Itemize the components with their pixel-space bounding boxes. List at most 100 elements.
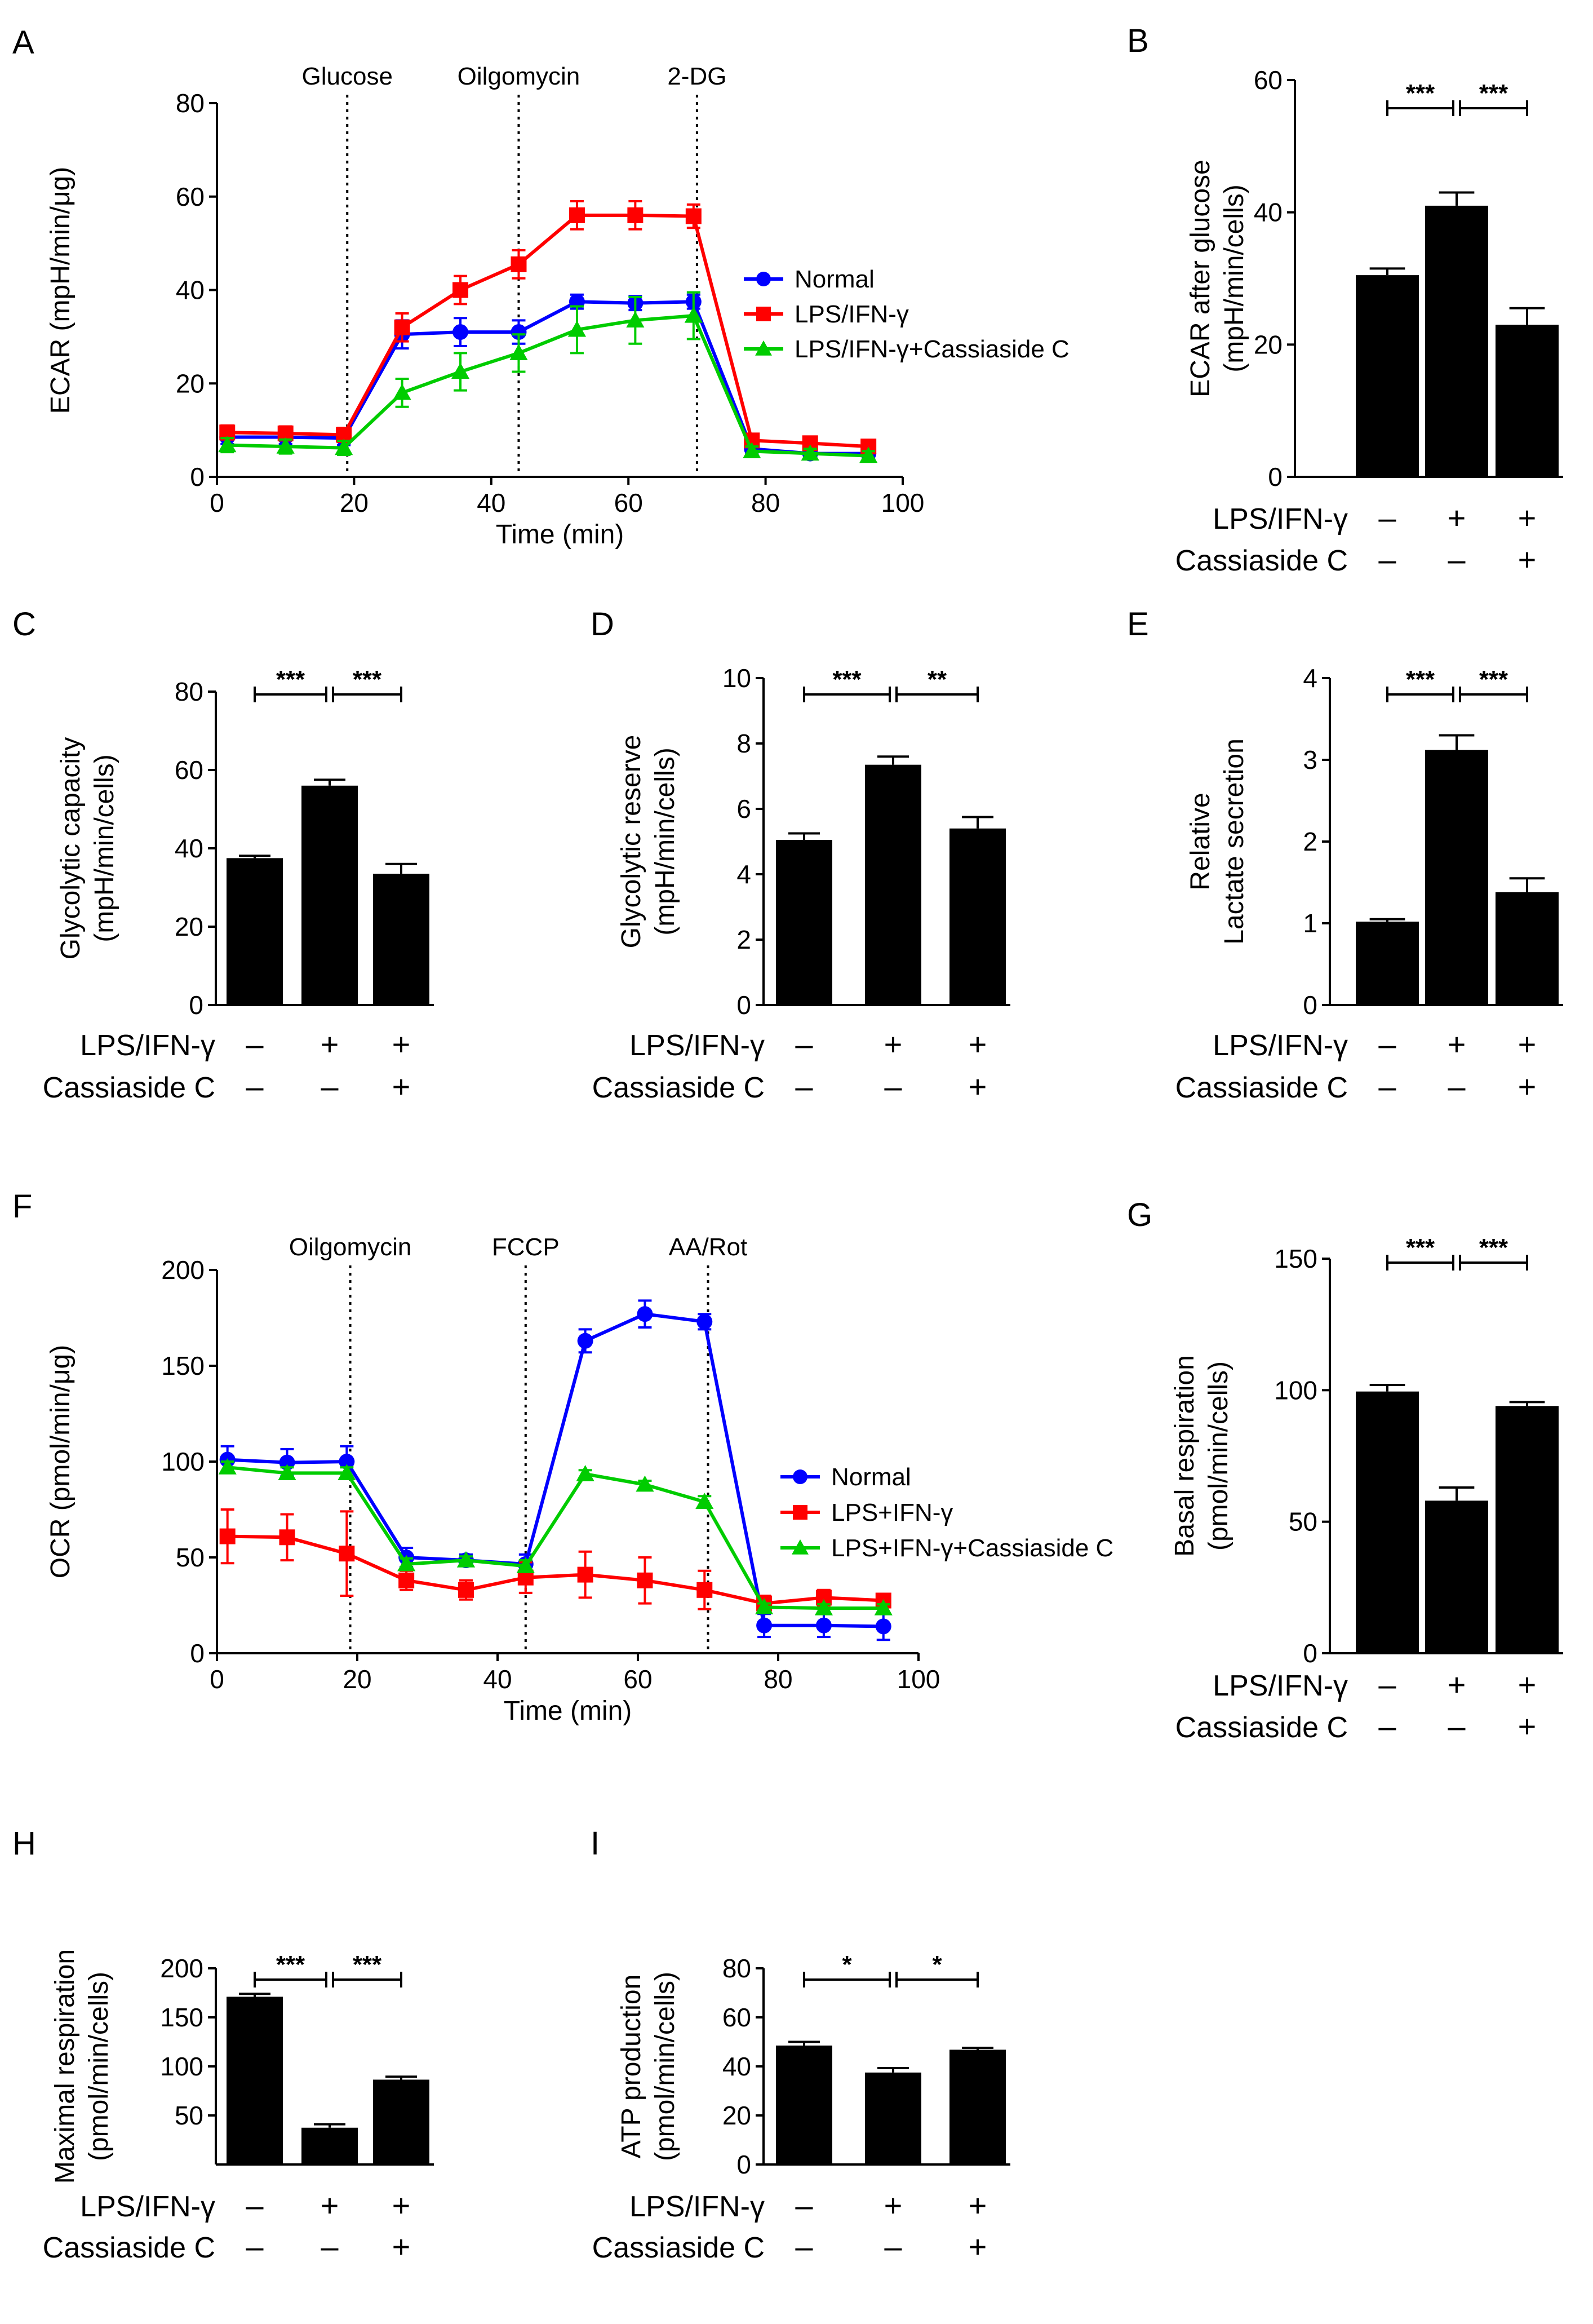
y-tick-label: 10 — [722, 663, 751, 693]
data-point — [218, 1458, 237, 1475]
panel-letter: D — [591, 606, 614, 643]
condition-label: Cassiaside C — [1175, 545, 1348, 577]
y-axis-title: Glycolytic capacity (mpH/min/cells) — [56, 737, 119, 960]
y-tick-label: 0 — [1268, 462, 1283, 492]
data-point — [279, 1529, 295, 1546]
data-point — [859, 446, 878, 463]
panel-letter: B — [1127, 23, 1149, 59]
y-axis-title: ECAR after glucose (mpH/min/cells) — [1186, 160, 1249, 397]
data-point — [637, 1306, 653, 1322]
condition-label: Cassiaside C — [592, 1072, 765, 1104]
y-axis-title-line1: Glycolytic capacity — [56, 737, 86, 960]
y-axis-title-line1: ATP production — [616, 1975, 646, 2158]
condition-sign: + — [1518, 1069, 1537, 1104]
y-axis-title-line2: (mpH/min/cells) — [650, 747, 680, 935]
legend-marker — [755, 340, 772, 356]
event-label: Oilgomycin — [458, 63, 580, 90]
data-point — [339, 1546, 355, 1562]
panel-letter: A — [12, 24, 34, 61]
y-tick-label: 40 — [175, 834, 203, 863]
x-tick-label: 0 — [210, 488, 224, 517]
y-tick-label: 20 — [1254, 330, 1283, 359]
significance-label: * — [842, 1951, 852, 1978]
y-axis-title-line1: Relative — [1186, 793, 1215, 890]
data-point — [458, 1582, 474, 1598]
data-point — [576, 1465, 594, 1481]
bar — [1356, 1391, 1419, 1653]
data-point — [636, 1475, 654, 1492]
y-axis-title-line1: Maximal respiration — [50, 1949, 80, 2184]
data-point — [218, 436, 237, 453]
condition-sign: – — [795, 1026, 813, 1062]
data-point — [397, 1555, 416, 1572]
condition-sign: + — [321, 2188, 339, 2223]
y-tick-label: 4 — [736, 860, 751, 889]
condition-label: LPS/IFN-γ — [80, 1029, 215, 1062]
condition-sign: + — [969, 1026, 987, 1062]
condition-label: Cassiaside C — [43, 2232, 215, 2264]
data-point — [685, 208, 702, 224]
x-tick-label: 100 — [881, 488, 925, 517]
condition-sign: + — [1448, 1667, 1466, 1702]
bar — [949, 828, 1006, 1005]
condition-sign: – — [795, 2188, 813, 2223]
condition-sign: + — [392, 1026, 411, 1062]
bar — [1496, 892, 1559, 1005]
y-tick-label: 40 — [176, 276, 205, 305]
y-tick-label: 0 — [190, 462, 205, 492]
data-point — [743, 442, 761, 459]
legend-marker — [756, 307, 771, 321]
condition-sign: – — [1448, 1708, 1466, 1744]
condition-sign: – — [795, 2229, 813, 2264]
condition-sign: + — [1448, 500, 1466, 535]
data-point — [516, 1557, 535, 1573]
condition-label: LPS/IFN-γ — [629, 1029, 765, 1062]
bar — [1496, 1406, 1559, 1653]
condition-sign: – — [246, 2188, 264, 2223]
condition-sign: – — [321, 1069, 339, 1104]
y-axis-title-line2: (mpH/min/cells) — [1219, 184, 1249, 372]
condition-label: LPS/IFN-γ — [80, 2190, 215, 2223]
series-3 — [218, 1458, 893, 1615]
bar — [1496, 325, 1559, 477]
y-tick-label: 2 — [1303, 827, 1317, 856]
condition-label: LPS/IFN-γ — [1213, 1670, 1348, 1702]
y-tick-label: 200 — [160, 1954, 203, 1983]
bar — [776, 2046, 832, 2164]
y-axis-title: Basal respiration (pmol/min/cells) — [1170, 1355, 1233, 1557]
y-tick-label: 150 — [160, 2003, 203, 2032]
condition-label: Cassiaside C — [43, 1072, 215, 1104]
condition-sign: – — [1378, 1667, 1396, 1702]
bar — [949, 2049, 1006, 2164]
series-2 — [219, 200, 877, 455]
bar — [1425, 750, 1488, 1005]
bar — [1356, 275, 1419, 477]
y-tick-label: 20 — [722, 2101, 751, 2130]
y-axis-title-line1: ECAR after glucose — [1186, 160, 1215, 397]
data-point — [626, 311, 645, 327]
data-point — [338, 1464, 356, 1480]
y-tick-label: 50 — [176, 1543, 205, 1572]
y-tick-label: 60 — [175, 755, 203, 785]
y-axis-title-line2: (pmol/min/cells) — [1204, 1361, 1233, 1551]
y-tick-label: 0 — [190, 1639, 205, 1668]
panel-d: D 0 2 4 6 8 10 Glycolytic reserve (mpH/min/cells… — [591, 606, 1010, 1104]
significance-label: *** — [353, 666, 382, 693]
y-tick-label: 4 — [1303, 663, 1317, 693]
x-tick-label: 80 — [764, 1665, 792, 1694]
condition-sign: – — [884, 1069, 902, 1104]
data-point — [394, 319, 410, 335]
condition-sign: – — [1378, 1026, 1396, 1062]
condition-sign: – — [1378, 1069, 1396, 1104]
condition-sign: – — [246, 1026, 264, 1062]
data-point — [577, 1333, 593, 1349]
panel-letter: G — [1127, 1197, 1152, 1233]
y-axis-title: ATP production (pmol/min/cells) — [616, 1972, 680, 2161]
y-tick-label: 80 — [175, 677, 203, 706]
panel-g: G 0 50 100 150 Basal respiration (pmol/min/cel… — [1127, 1197, 1563, 1744]
y-axis-title: Glycolytic reserve (mpH/min/cells) — [616, 735, 680, 949]
y-tick-label: 20 — [176, 369, 205, 398]
significance-label: *** — [276, 1951, 305, 1978]
y-tick-label: 150 — [161, 1351, 205, 1380]
